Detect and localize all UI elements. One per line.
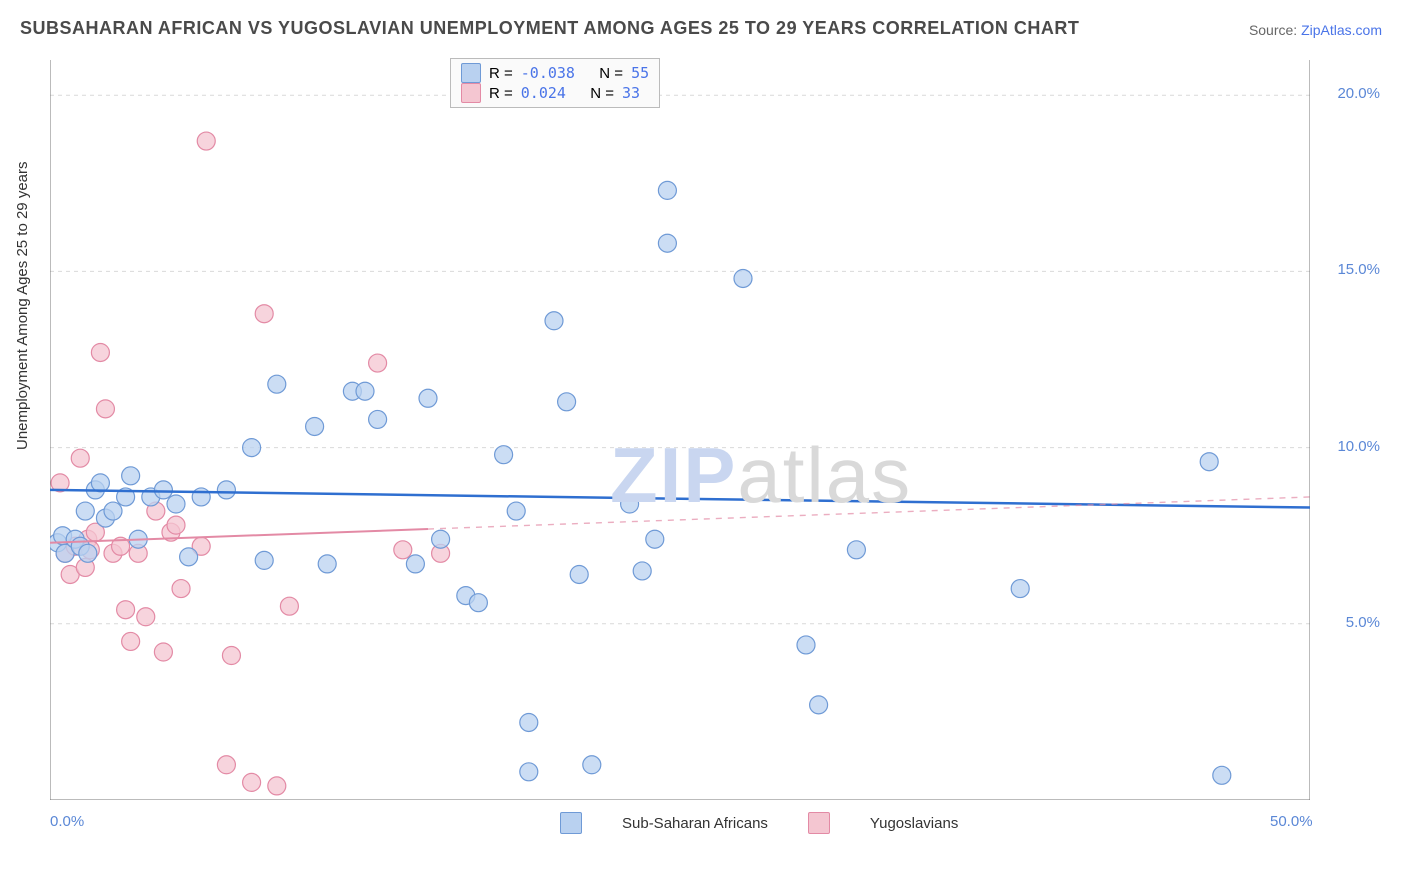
- legend-swatch-blue: [560, 812, 582, 834]
- y-tick-label: 5.0%: [1346, 614, 1380, 631]
- legend: Sub-Saharan Africans Yugoslavians: [560, 812, 958, 834]
- stats-row-pink: R = 0.024 N = 33: [461, 83, 649, 103]
- plot-area: ZIPatlas R = -0.038 N = 55 R = 0.024 N =…: [50, 60, 1310, 800]
- scatter-plot-svg: [50, 60, 1310, 800]
- legend-label-pink: Yugoslavians: [870, 815, 958, 832]
- n-value-blue: 55: [631, 64, 649, 82]
- x-tick-label: 50.0%: [1270, 813, 1313, 830]
- stats-swatch-pink: [461, 83, 481, 103]
- legend-label-blue: Sub-Saharan Africans: [622, 815, 768, 832]
- stats-row-blue: R = -0.038 N = 55: [461, 63, 649, 83]
- r-label: R =: [489, 85, 513, 102]
- n-label: N =: [590, 85, 614, 102]
- y-tick-label: 10.0%: [1337, 438, 1380, 455]
- chart-container: { "title": "SUBSAHARAN AFRICAN VS YUGOSL…: [0, 0, 1406, 892]
- source-attribution: Source: ZipAtlas.com: [1249, 22, 1382, 38]
- r-label: R =: [489, 65, 513, 82]
- x-tick-label: 0.0%: [50, 813, 84, 830]
- n-value-pink: 33: [622, 84, 640, 102]
- legend-swatch-pink: [808, 812, 830, 834]
- y-tick-label: 20.0%: [1337, 85, 1380, 102]
- stats-box: R = -0.038 N = 55 R = 0.024 N = 33: [450, 58, 660, 108]
- y-axis-label: Unemployment Among Ages 25 to 29 years: [14, 161, 31, 450]
- source-label: Source:: [1249, 22, 1297, 38]
- chart-title: SUBSAHARAN AFRICAN VS YUGOSLAVIAN UNEMPL…: [20, 18, 1079, 39]
- n-label: N =: [599, 65, 623, 82]
- y-tick-label: 15.0%: [1337, 261, 1380, 278]
- source-link[interactable]: ZipAtlas.com: [1301, 22, 1382, 38]
- r-value-pink: 0.024: [521, 84, 566, 102]
- r-value-blue: -0.038: [521, 64, 575, 82]
- stats-swatch-blue: [461, 63, 481, 83]
